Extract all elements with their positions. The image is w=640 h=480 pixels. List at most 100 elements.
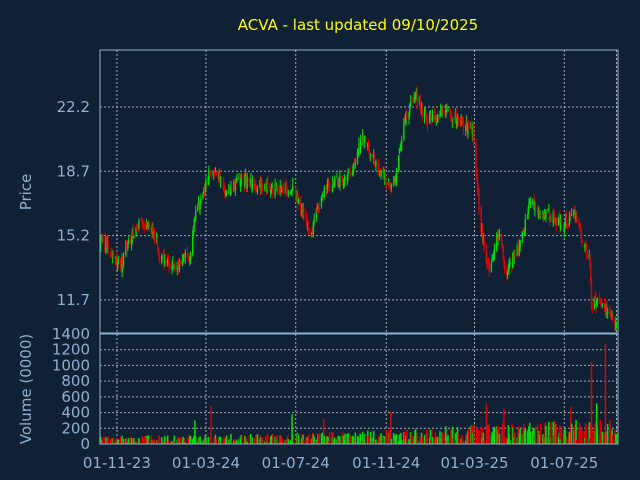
candle-body	[553, 213, 555, 215]
candle	[181, 254, 184, 267]
candle	[306, 213, 308, 228]
candle	[347, 168, 349, 182]
volume-bar	[121, 435, 123, 444]
candle-body	[136, 225, 138, 229]
candle-body	[166, 259, 169, 264]
candle	[352, 164, 354, 177]
candle-body	[150, 225, 153, 233]
candle	[555, 216, 557, 232]
candle-body	[351, 171, 354, 175]
candle	[424, 107, 426, 116]
candle-body	[147, 223, 150, 226]
candle	[454, 107, 457, 124]
candle-body	[573, 207, 576, 209]
candle-body	[320, 196, 323, 207]
volume-bar	[476, 430, 479, 444]
candle-body	[521, 231, 524, 239]
candle	[161, 255, 164, 259]
volume-bar	[529, 432, 532, 444]
volume-tick-label: 1400	[52, 325, 90, 343]
candle	[153, 231, 155, 240]
candle	[202, 191, 204, 199]
candle	[487, 259, 489, 271]
candle-body	[228, 186, 231, 192]
candle	[109, 250, 112, 258]
candle-body	[492, 257, 494, 259]
volume-bar	[503, 436, 506, 444]
candle	[477, 182, 479, 197]
candle	[271, 181, 273, 191]
volume-bar	[581, 429, 583, 444]
candle-body	[189, 261, 191, 263]
candle	[317, 203, 319, 210]
price-tick-label: 15.2	[57, 227, 90, 245]
candle	[182, 253, 184, 262]
candle	[564, 219, 566, 229]
candle	[595, 293, 597, 313]
volume-bar	[403, 431, 406, 444]
candle-body	[387, 183, 390, 185]
candle	[498, 229, 501, 241]
candle	[609, 305, 611, 317]
candle	[187, 255, 189, 262]
candle-body	[183, 256, 186, 259]
candle	[176, 261, 178, 276]
candle	[502, 245, 504, 261]
candle-body	[454, 112, 457, 121]
volume-bar	[552, 421, 554, 444]
candle-body	[462, 119, 464, 123]
candle-body	[194, 218, 196, 221]
candle	[573, 209, 575, 219]
candle	[400, 141, 402, 152]
candle	[601, 302, 604, 308]
candle	[198, 201, 201, 215]
candle	[450, 109, 452, 121]
candle-body	[224, 188, 226, 194]
volume-tick-label: 1200	[52, 341, 90, 359]
candle	[222, 177, 225, 191]
candle	[368, 142, 371, 159]
candle	[471, 124, 474, 142]
candle-body	[317, 206, 320, 209]
candle-body	[472, 125, 474, 136]
candle-body	[301, 206, 304, 213]
candle	[209, 171, 212, 177]
candle-body	[132, 231, 134, 240]
candle	[184, 249, 187, 264]
candle	[164, 254, 166, 267]
candle	[189, 255, 191, 266]
candle	[428, 111, 431, 124]
candle	[431, 109, 434, 123]
volume-bar	[148, 438, 151, 444]
candle	[104, 232, 106, 253]
candle-body	[451, 120, 453, 122]
volume-bar	[282, 441, 284, 444]
volume-bar	[550, 422, 552, 444]
candle-body	[276, 185, 279, 189]
candle	[503, 255, 505, 267]
candle-body	[462, 122, 465, 130]
volume-bar	[302, 434, 304, 444]
candle-body	[419, 97, 421, 109]
candle-body	[357, 150, 359, 154]
candle-body	[275, 186, 277, 188]
candle	[610, 309, 613, 320]
volume-bar	[327, 436, 329, 444]
candle-body	[231, 188, 233, 190]
candle-body	[161, 255, 164, 258]
candle-body	[177, 262, 179, 266]
candle-body	[421, 106, 423, 117]
candle	[579, 222, 582, 232]
candle-body	[507, 269, 510, 274]
candle-body	[508, 264, 510, 270]
volume-bar	[588, 422, 591, 444]
candle-body	[568, 217, 571, 225]
candle	[414, 91, 417, 100]
candle-body	[445, 107, 448, 110]
candle	[470, 121, 472, 129]
candle-body	[274, 184, 276, 196]
candle-body	[559, 216, 561, 228]
candle-body	[373, 156, 376, 161]
candle-body	[121, 257, 123, 272]
candle	[359, 139, 361, 155]
